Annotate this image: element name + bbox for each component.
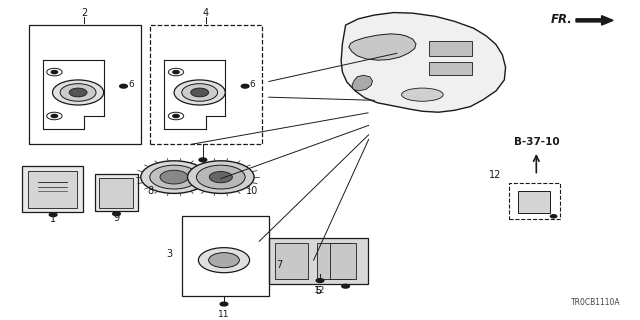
Text: 11: 11	[218, 310, 230, 319]
Circle shape	[220, 302, 228, 306]
Text: 6: 6	[250, 80, 255, 89]
Text: 1: 1	[50, 214, 56, 224]
Bar	[518, 191, 550, 213]
Bar	[317, 243, 350, 279]
Circle shape	[199, 158, 207, 162]
Circle shape	[191, 88, 209, 97]
Bar	[509, 183, 560, 220]
Circle shape	[188, 161, 254, 193]
Circle shape	[182, 84, 218, 101]
Circle shape	[150, 165, 198, 189]
Bar	[182, 216, 269, 296]
Text: 5: 5	[315, 285, 321, 296]
Bar	[429, 41, 472, 56]
Text: 7: 7	[276, 260, 283, 270]
Text: 10: 10	[246, 186, 259, 196]
Text: FR.: FR.	[550, 13, 572, 26]
Circle shape	[51, 115, 58, 117]
Circle shape	[316, 279, 324, 283]
Bar	[28, 171, 77, 208]
Ellipse shape	[402, 88, 444, 101]
Circle shape	[60, 84, 96, 101]
Text: 12: 12	[314, 286, 325, 295]
Circle shape	[69, 88, 87, 97]
Text: 9: 9	[113, 213, 120, 223]
Circle shape	[51, 70, 58, 74]
Circle shape	[141, 161, 207, 193]
Bar	[429, 62, 472, 75]
Polygon shape	[352, 75, 372, 91]
Text: 6: 6	[128, 80, 134, 89]
Text: 8: 8	[147, 186, 154, 196]
Circle shape	[209, 253, 239, 268]
Circle shape	[173, 70, 179, 74]
Polygon shape	[341, 12, 506, 112]
Bar	[275, 243, 308, 279]
Polygon shape	[576, 16, 613, 25]
Circle shape	[550, 215, 557, 218]
Circle shape	[113, 212, 120, 216]
Bar	[269, 238, 368, 284]
Text: B-37-10: B-37-10	[513, 137, 559, 147]
Bar	[29, 25, 141, 144]
Circle shape	[49, 213, 57, 217]
Text: TR0CB1110A: TR0CB1110A	[571, 298, 621, 307]
Circle shape	[198, 248, 250, 273]
Circle shape	[196, 165, 245, 189]
Polygon shape	[349, 34, 416, 60]
Bar	[99, 178, 133, 207]
Circle shape	[241, 84, 249, 88]
Text: 11: 11	[197, 168, 209, 177]
Circle shape	[120, 84, 127, 88]
Text: 4: 4	[203, 8, 209, 18]
Circle shape	[342, 284, 349, 288]
Circle shape	[173, 115, 179, 117]
Circle shape	[174, 80, 225, 105]
Circle shape	[52, 80, 104, 105]
Bar	[150, 25, 262, 144]
Text: 3: 3	[166, 249, 173, 259]
Bar	[330, 243, 356, 279]
Text: 2: 2	[81, 8, 88, 18]
Bar	[22, 166, 83, 212]
Bar	[95, 174, 138, 211]
Circle shape	[160, 170, 188, 184]
Circle shape	[209, 172, 232, 183]
Text: 12: 12	[488, 170, 501, 180]
